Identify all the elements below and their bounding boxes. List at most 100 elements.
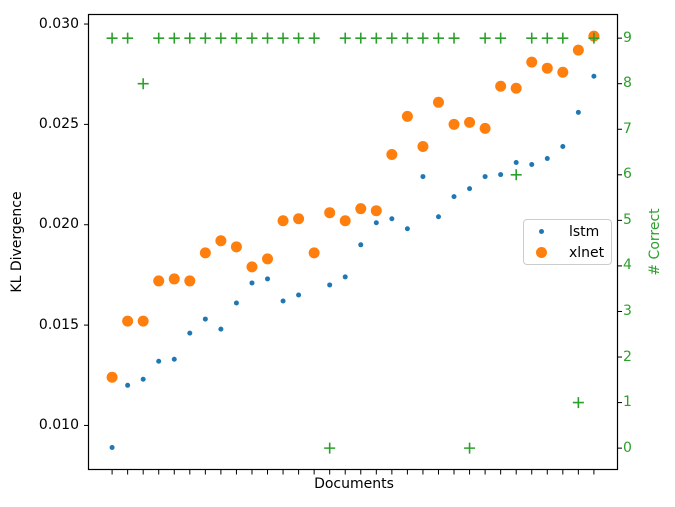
num-correct-point bbox=[588, 32, 600, 44]
num-correct-point bbox=[262, 32, 274, 44]
right-tick-label: 0 bbox=[623, 439, 632, 456]
xlnet-point bbox=[355, 203, 367, 215]
left-tick-label: 0.010 bbox=[38, 416, 79, 433]
lstm-marker-box bbox=[524, 229, 558, 234]
lstm-point bbox=[482, 174, 488, 180]
num-correct-point bbox=[386, 32, 398, 44]
lstm-point bbox=[591, 73, 597, 79]
num-correct-point bbox=[479, 32, 491, 44]
lstm-point bbox=[404, 226, 410, 232]
num-correct-point bbox=[106, 32, 118, 44]
lstm-point bbox=[389, 216, 395, 222]
lstm-point bbox=[218, 326, 224, 332]
xlnet-point bbox=[153, 275, 165, 287]
num-correct-point bbox=[495, 32, 507, 44]
right-tick-label: 8 bbox=[623, 75, 632, 92]
xlnet-point bbox=[262, 253, 274, 265]
xlnet-point bbox=[106, 371, 118, 383]
xlnet-point bbox=[168, 273, 180, 285]
xlnet-point bbox=[464, 116, 476, 128]
lstm-point bbox=[265, 276, 271, 282]
num-correct-point bbox=[153, 32, 165, 44]
legend-item-xlnet: xlnet bbox=[524, 242, 611, 263]
lstm-point bbox=[420, 174, 426, 180]
lstm-point bbox=[467, 186, 473, 192]
num-correct-point bbox=[432, 32, 444, 44]
xlnet-point bbox=[401, 110, 413, 122]
lstm-point bbox=[342, 274, 348, 280]
lstm-point bbox=[451, 194, 457, 200]
num-correct-point bbox=[339, 32, 351, 44]
lstm-point bbox=[202, 316, 208, 322]
num-correct-point bbox=[168, 32, 180, 44]
num-correct-point bbox=[184, 32, 196, 44]
xlnet-point bbox=[541, 62, 553, 74]
lstm-point bbox=[125, 382, 131, 388]
lstm-point bbox=[498, 172, 504, 178]
axes-spines bbox=[87, 13, 619, 471]
lstm-point bbox=[358, 242, 364, 248]
num-correct-point bbox=[401, 32, 413, 44]
right-tick-label: 4 bbox=[623, 257, 632, 274]
num-correct-point bbox=[277, 32, 289, 44]
lstm-point bbox=[171, 356, 177, 362]
xlnet-point bbox=[122, 315, 134, 327]
legend: lstm xlnet bbox=[523, 219, 612, 265]
xlnet-point bbox=[448, 118, 460, 130]
xlnet-marker-icon bbox=[535, 247, 547, 258]
num-correct-point bbox=[510, 169, 522, 181]
right-tick-label: 9 bbox=[623, 29, 632, 46]
lstm-point bbox=[156, 358, 162, 364]
num-correct-point bbox=[137, 78, 149, 90]
xlnet-point bbox=[230, 241, 242, 253]
xlnet-point bbox=[417, 140, 429, 152]
legend-label-xlnet: xlnet bbox=[569, 244, 605, 261]
xlnet-point bbox=[293, 213, 305, 225]
lstm-point bbox=[575, 109, 581, 115]
lstm-marker-icon bbox=[538, 229, 544, 234]
num-correct-point bbox=[557, 32, 569, 44]
xlnet-point bbox=[137, 315, 149, 327]
num-correct-point bbox=[324, 442, 336, 454]
lstm-point bbox=[109, 445, 115, 451]
xlnet-point bbox=[324, 207, 336, 219]
legend-item-lstm: lstm bbox=[524, 221, 611, 242]
lstm-point bbox=[544, 156, 550, 162]
num-correct-point bbox=[417, 32, 429, 44]
right-tick-label: 6 bbox=[623, 166, 632, 183]
legend-label-lstm: lstm bbox=[569, 223, 600, 240]
num-correct-point bbox=[526, 32, 538, 44]
num-correct-point bbox=[448, 32, 460, 44]
right-tick-label: 2 bbox=[623, 348, 632, 365]
right-tick-label: 3 bbox=[623, 302, 632, 319]
y-axis-label-right: # Correct bbox=[647, 208, 663, 276]
num-correct-point bbox=[215, 32, 227, 44]
xlnet-point bbox=[495, 80, 507, 92]
num-correct-point bbox=[122, 32, 134, 44]
lstm-point bbox=[529, 162, 535, 168]
xlnet-point bbox=[246, 261, 258, 273]
xlnet-marker-box bbox=[524, 247, 558, 258]
lstm-point bbox=[140, 376, 146, 382]
num-correct-point bbox=[464, 442, 476, 454]
lstm-point bbox=[280, 298, 286, 304]
xlnet-point bbox=[526, 56, 538, 68]
lstm-point bbox=[296, 292, 302, 298]
xlnet-point bbox=[277, 215, 289, 227]
lstm-point bbox=[560, 143, 566, 149]
xlnet-point bbox=[199, 247, 211, 259]
x-axis-label: Documents bbox=[314, 476, 394, 492]
xlnet-point bbox=[572, 44, 584, 56]
left-tick-label: 0.025 bbox=[38, 115, 79, 132]
right-tick-label: 5 bbox=[623, 211, 632, 228]
lstm-point bbox=[373, 220, 379, 226]
num-correct-point bbox=[355, 32, 367, 44]
num-correct-point bbox=[572, 397, 584, 409]
right-tick-label: 1 bbox=[623, 394, 632, 411]
xlnet-point bbox=[432, 96, 444, 108]
num-correct-point bbox=[541, 32, 553, 44]
lstm-point bbox=[435, 214, 441, 220]
left-tick-label: 0.015 bbox=[38, 316, 79, 333]
num-correct-point bbox=[199, 32, 211, 44]
